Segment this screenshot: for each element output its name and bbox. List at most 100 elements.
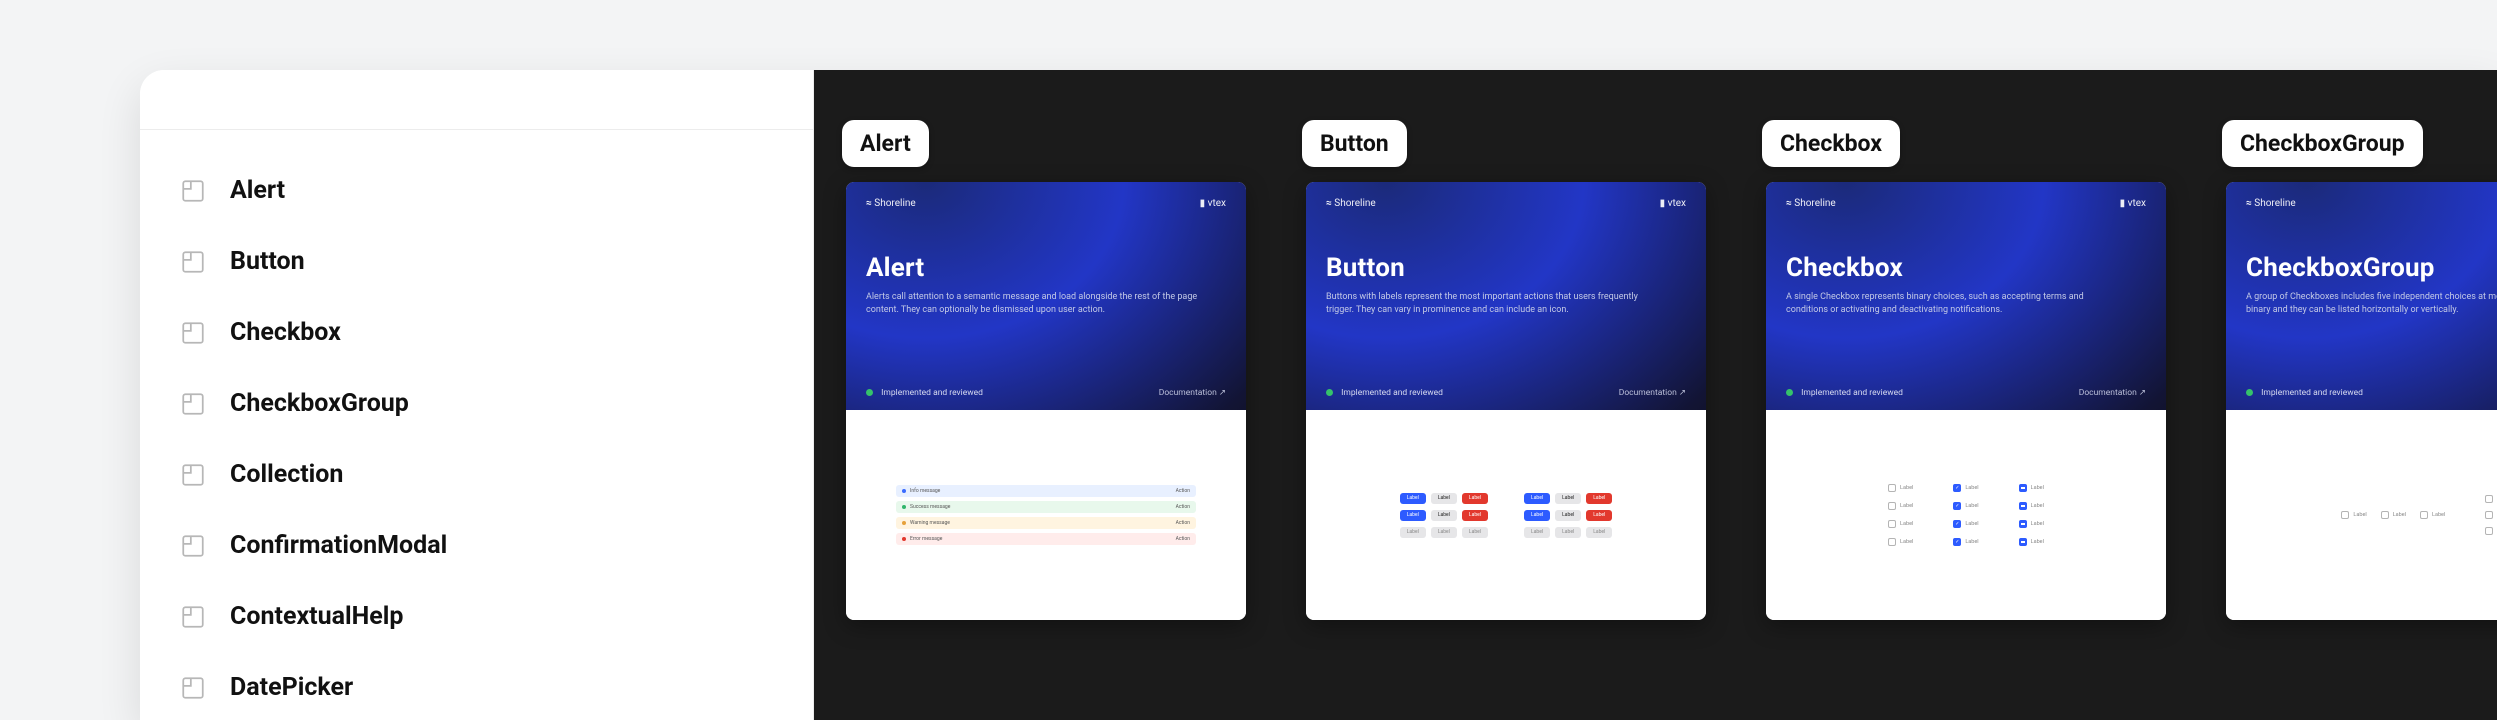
hero-vendor: ▮ vtex bbox=[2120, 198, 2146, 209]
sidebar-item-confirmationmodal[interactable]: ConfirmationModal bbox=[180, 531, 813, 560]
hero-status: Implemented and reviewed bbox=[1786, 388, 1903, 398]
mini-button: Label bbox=[1555, 527, 1581, 538]
checkbox-box-icon bbox=[1953, 538, 1961, 546]
mini-button: Label bbox=[1586, 493, 1612, 504]
mini-button: Label bbox=[1400, 527, 1426, 538]
canvas[interactable]: Alert Shoreline ▮ vtex Alert Alerts call… bbox=[814, 70, 2497, 720]
component-card-button[interactable]: Button Shoreline ▮ vtex Button Buttons w… bbox=[1306, 182, 1706, 620]
alert-action: Action bbox=[1176, 488, 1190, 494]
card-body: Shoreline ▮ vtex Alert Alerts call atten… bbox=[846, 182, 1246, 620]
checkbox-box-icon bbox=[2019, 502, 2027, 510]
component-card-checkbox[interactable]: Checkbox Shoreline ▮ vtex Checkbox A sin… bbox=[1766, 182, 2166, 620]
mini-button: Label bbox=[1586, 510, 1612, 521]
hero-doclink: Documentation ↗ bbox=[1619, 388, 1686, 398]
checkbox-box-icon bbox=[2485, 511, 2493, 519]
sidebar-item-label: DatePicker bbox=[230, 673, 353, 702]
app-window: Alert Button Checkbox CheckboxGroup Coll… bbox=[140, 70, 2497, 720]
alert-row: Info message Action bbox=[896, 485, 1196, 497]
hero-status: Implemented and reviewed bbox=[1326, 388, 1443, 398]
checkbox-label: Label bbox=[2393, 512, 2406, 518]
checkbox-label: Label bbox=[1965, 485, 1978, 491]
sidebar-item-contextualhelp[interactable]: ContextualHelp bbox=[180, 602, 813, 631]
checkbox-line: Label bbox=[1953, 484, 1978, 492]
page-icon bbox=[180, 391, 206, 417]
checkbox-label: Label bbox=[2031, 503, 2044, 509]
sidebar: Alert Button Checkbox CheckboxGroup Coll… bbox=[140, 70, 814, 720]
hero-vendor: ▮ vtex bbox=[1200, 198, 1226, 209]
checkbox-label: Label bbox=[1900, 521, 1913, 527]
status-dot-icon bbox=[2246, 389, 2253, 396]
sidebar-item-label: Alert bbox=[230, 176, 285, 205]
alert-action: Action bbox=[1176, 504, 1190, 510]
checkbox-box-icon bbox=[2485, 495, 2493, 503]
checkbox-box-icon bbox=[2019, 538, 2027, 546]
hero-title: Button bbox=[1326, 253, 1686, 283]
status-dot-icon bbox=[866, 389, 873, 396]
card-tag: Button bbox=[1302, 120, 1407, 167]
alert-text: Info message bbox=[910, 488, 940, 494]
checkbox-label: Label bbox=[2432, 512, 2445, 518]
sidebar-item-collection[interactable]: Collection bbox=[180, 460, 813, 489]
alert-dot-icon bbox=[902, 521, 906, 525]
component-card-alert[interactable]: Alert Shoreline ▮ vtex Alert Alerts call… bbox=[846, 182, 1246, 620]
checkbox-box-icon bbox=[1888, 484, 1896, 492]
alert-dot-icon bbox=[902, 537, 906, 541]
mini-button: Label bbox=[1462, 493, 1488, 504]
checkbox-box-icon bbox=[1953, 484, 1961, 492]
page-icon bbox=[180, 533, 206, 559]
card-tag: Alert bbox=[842, 120, 929, 167]
checkbox-box-icon bbox=[1888, 538, 1896, 546]
checkbox-box-icon bbox=[2420, 511, 2428, 519]
mini-button: Label bbox=[1555, 493, 1581, 504]
card-body: Shoreline ▮ vtex Button Buttons with lab… bbox=[1306, 182, 1706, 620]
status-dot-icon bbox=[1786, 389, 1793, 396]
checkbox-box-icon bbox=[1888, 520, 1896, 528]
card-body: Shoreline ▮ vtex Checkbox A single Check… bbox=[1766, 182, 2166, 620]
sidebar-item-checkboxgroup[interactable]: CheckboxGroup bbox=[180, 389, 813, 418]
mini-button: Label bbox=[1462, 510, 1488, 521]
checkbox-box-icon bbox=[1953, 520, 1961, 528]
sidebar-item-alert[interactable]: Alert bbox=[180, 176, 813, 205]
sidebar-item-button[interactable]: Button bbox=[180, 247, 813, 276]
card-hero: Shoreline ▮ vtex Button Buttons with lab… bbox=[1306, 182, 1706, 410]
checkbox-line: Label bbox=[1953, 502, 1978, 510]
checkbox-line: Label bbox=[2019, 484, 2044, 492]
mini-button: Label bbox=[1524, 510, 1550, 521]
alert-text: Error message bbox=[910, 536, 942, 542]
page-icon bbox=[180, 178, 206, 204]
card-hero: Shoreline ▮ vtex CheckboxGroup A group o… bbox=[2226, 182, 2497, 410]
alert-row: Error message Action bbox=[896, 533, 1196, 545]
alert-text: Success message bbox=[910, 504, 950, 510]
page-icon bbox=[180, 462, 206, 488]
checkbox-box-icon bbox=[2381, 511, 2389, 519]
mini-button: Label bbox=[1524, 527, 1550, 538]
card-preview: Info message Action Success message Acti… bbox=[846, 410, 1246, 620]
checkbox-line: Label bbox=[2019, 538, 2044, 546]
component-card-checkboxgroup[interactable]: CheckboxGroup Shoreline ▮ vtex CheckboxG… bbox=[2226, 182, 2497, 620]
alert-action: Action bbox=[1176, 536, 1190, 542]
mini-button: Label bbox=[1431, 510, 1457, 521]
checkbox-box-icon bbox=[1888, 502, 1896, 510]
sidebar-item-checkbox[interactable]: Checkbox bbox=[180, 318, 813, 347]
sidebar-item-label: Checkbox bbox=[230, 318, 341, 347]
mini-button: Label bbox=[1400, 493, 1426, 504]
hero-title: Checkbox bbox=[1786, 253, 2146, 283]
sidebar-item-label: ConfirmationModal bbox=[230, 531, 447, 560]
sidebar-item-datepicker[interactable]: DatePicker bbox=[180, 673, 813, 702]
sidebar-item-label: ContextualHelp bbox=[230, 602, 403, 631]
checkbox-line: Label bbox=[2019, 502, 2044, 510]
card-hero: Shoreline ▮ vtex Checkbox A single Check… bbox=[1766, 182, 2166, 410]
checkbox-label: Label bbox=[1900, 503, 1913, 509]
checkbox-line: Label bbox=[1888, 502, 1913, 510]
sidebar-header bbox=[140, 70, 813, 130]
card-preview: Label Label Label Label Label Label bbox=[2226, 410, 2497, 620]
checkbox-box-icon bbox=[2485, 527, 2493, 535]
button-preview: Label Label Label Label Label Label Label Label… bbox=[1400, 493, 1613, 538]
checkbox-label: Label bbox=[2031, 521, 2044, 527]
alert-row: Warning message Action bbox=[896, 517, 1196, 529]
page-icon bbox=[180, 604, 206, 630]
hero-status: Implemented and reviewed bbox=[866, 388, 983, 398]
page-icon bbox=[180, 320, 206, 346]
hero-desc: A single Checkbox represents binary choi… bbox=[1786, 291, 2117, 317]
checkbox-label: Label bbox=[2353, 512, 2366, 518]
